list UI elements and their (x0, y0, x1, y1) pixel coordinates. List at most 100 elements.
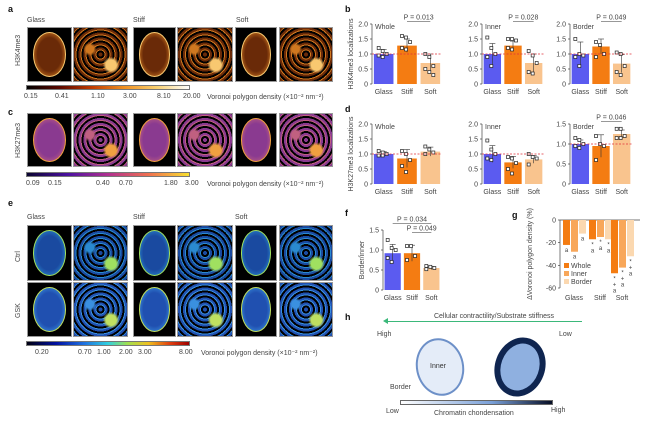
bar-low-label: Low (386, 408, 399, 415)
nucleus (33, 32, 66, 77)
data-point (376, 149, 381, 153)
p-value: P = 0.034 (397, 217, 427, 224)
significance-mark: * a (607, 242, 611, 254)
border-label: Border (390, 384, 412, 391)
x-tick-label: Glass (384, 295, 402, 302)
data-point (404, 35, 408, 40)
y-tick-label: 1.0 (556, 52, 566, 59)
data-point (489, 147, 494, 152)
data-point (614, 70, 619, 74)
data-point (510, 37, 514, 41)
bar-high-label: High (551, 407, 566, 414)
y-axis-label: H3K4me3 localizations (348, 18, 355, 90)
chart-title: Border (573, 24, 595, 31)
significance-mark-token: * (607, 242, 610, 248)
data-point (573, 55, 578, 59)
y-tick-label: 2.0 (358, 122, 368, 129)
x-tick-label: Stiff (507, 89, 519, 96)
data-point (622, 64, 627, 68)
data-point (581, 53, 586, 58)
bar-soft (420, 151, 441, 184)
col-label-stiff: Stiff (133, 17, 145, 24)
significance-mark-token: a (621, 283, 625, 289)
data-point (431, 64, 436, 68)
data-point (485, 35, 490, 40)
nucleus-image (133, 113, 176, 167)
nucleus (240, 287, 272, 332)
data-point (485, 55, 490, 59)
colorbar-c (26, 172, 190, 177)
panel-label-g: g (512, 210, 518, 220)
data-point (380, 150, 385, 155)
nucleus-image (235, 27, 277, 82)
bar-whole-stiff (589, 220, 596, 240)
data-point (614, 50, 619, 55)
y-tick-label: 2.0 (468, 22, 478, 29)
significance-mark: * a (599, 240, 603, 252)
legend-swatch (564, 271, 569, 276)
y-tick-label: 2.0 (468, 122, 478, 129)
x-tick-label: Soft (616, 295, 629, 302)
panel-label-h: h (345, 312, 351, 322)
data-point (389, 260, 394, 264)
data-point (385, 256, 390, 260)
p-value: P = 0.049 (596, 15, 626, 22)
y-axis-label: H3K27me3 localizations (348, 116, 355, 192)
y-tick-label: 1.0 (369, 248, 379, 255)
chart-title: Inner (485, 24, 502, 31)
data-point (573, 144, 578, 148)
data-point (400, 149, 404, 153)
x-tick-label: Stiff (507, 189, 519, 196)
bar-stiff (504, 45, 522, 84)
bar-border-stiff (605, 220, 612, 240)
data-point (405, 244, 409, 248)
data-point (489, 46, 494, 50)
y-tick-label: 0 (474, 182, 478, 189)
tick: 3.00 (138, 349, 152, 356)
zoom-image (279, 282, 333, 337)
x-tick-label: Glass (483, 189, 501, 196)
y-tick-label: 1.5 (556, 122, 566, 129)
arrow-line (383, 318, 582, 325)
data-point (577, 146, 582, 150)
data-point (534, 156, 539, 161)
nucleus (138, 230, 171, 276)
nucleus-image (27, 27, 72, 82)
significance-mark-token: + (613, 282, 617, 288)
significance-mark-token: a (599, 246, 603, 252)
data-point (380, 49, 385, 53)
data-point (506, 37, 510, 41)
zoom-image (177, 282, 233, 337)
y-tick-label: -40 (546, 263, 556, 270)
data-point (400, 46, 404, 50)
arrow-head-icon (383, 318, 388, 324)
significance-mark: a (573, 255, 577, 261)
panel-label-d: d (345, 104, 351, 114)
y-tick-label: 1.5 (468, 37, 478, 44)
nucleus-image (27, 225, 72, 281)
zoom-image (279, 113, 333, 167)
significance-mark-token: a (565, 248, 569, 254)
data-point (376, 153, 381, 158)
data-point (577, 138, 582, 142)
y-tick-label: 0 (562, 82, 566, 89)
y-tick-label: 2.0 (556, 22, 566, 29)
data-point (405, 258, 409, 262)
tick: 0.09 (26, 180, 40, 187)
y-tick-label: 1.5 (468, 137, 478, 144)
p-value: P = 0.028 (508, 15, 538, 22)
inner-label: Inner (430, 363, 446, 370)
x-tick-label: Stiff (401, 89, 413, 96)
tick: 0.20 (35, 349, 49, 356)
nucleus-image (133, 27, 176, 82)
tick: 1.80 (164, 180, 178, 187)
data-point (427, 147, 432, 152)
panel-label-c: c (8, 107, 14, 117)
data-point (510, 171, 514, 176)
y-tick-label: 0.5 (468, 67, 478, 74)
p-value: P = 0.049 (407, 226, 437, 233)
bar-stiff (403, 253, 421, 290)
data-point (573, 136, 578, 140)
data-point (380, 153, 385, 158)
